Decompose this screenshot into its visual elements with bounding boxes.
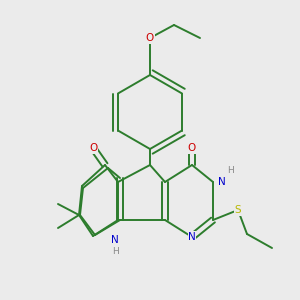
Text: N: N: [218, 177, 226, 187]
Text: O: O: [89, 143, 97, 153]
Text: H: H: [112, 248, 118, 256]
Text: N: N: [188, 232, 196, 242]
Text: H: H: [226, 167, 233, 176]
Text: O: O: [146, 33, 154, 43]
Text: O: O: [188, 143, 196, 153]
Text: S: S: [235, 205, 241, 215]
Text: O: O: [146, 33, 154, 43]
Text: N: N: [111, 235, 119, 245]
